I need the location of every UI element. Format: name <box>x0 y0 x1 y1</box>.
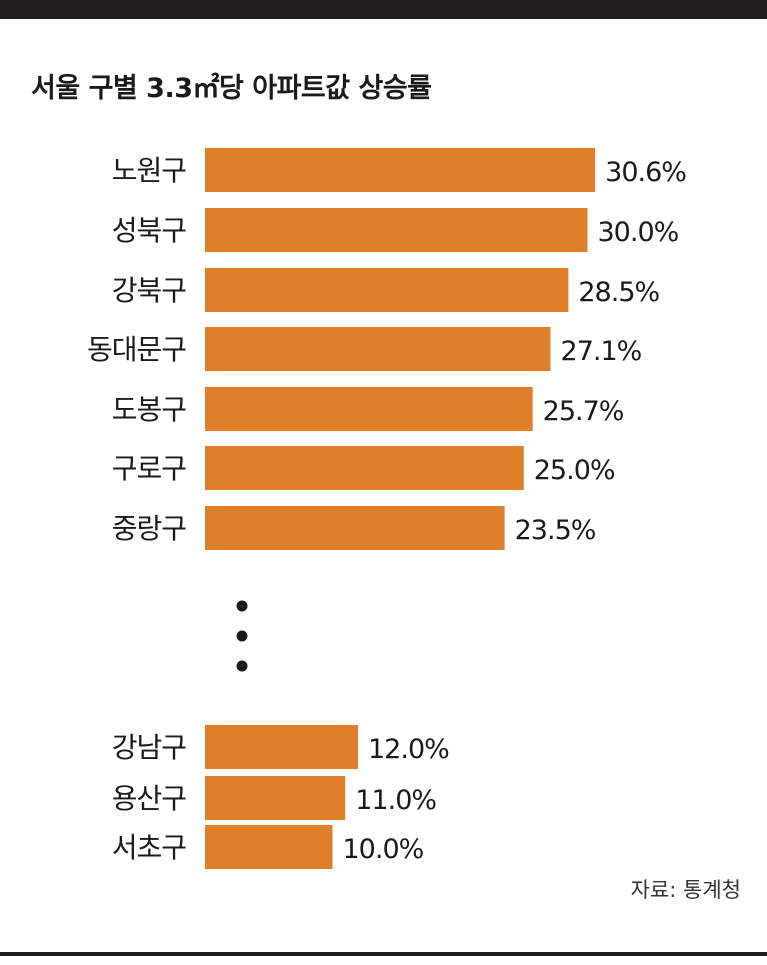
omission-dot <box>236 600 248 612</box>
top-rule <box>0 0 767 19</box>
value-label: 30.0% <box>598 217 679 248</box>
category-label: 동대문구 <box>87 333 186 366</box>
category-label: 서초구 <box>112 831 187 864</box>
bar-도봉구 <box>205 387 533 431</box>
bar-구로구 <box>205 446 524 490</box>
bar-강남구 <box>205 725 358 769</box>
omission-dots: ⋮ <box>236 600 248 672</box>
category-label: 강남구 <box>112 731 187 764</box>
bar-서초구 <box>205 825 333 869</box>
value-label: 28.5% <box>578 277 659 308</box>
chart-title: 서울 구별 3.3㎡당 아파트값 상승률 <box>31 73 432 104</box>
value-label: 12.0% <box>368 734 449 765</box>
value-label: 27.1% <box>561 336 642 367</box>
bottom-rule <box>0 952 767 956</box>
category-label: 도봉구 <box>112 393 187 426</box>
category-label: 노원구 <box>112 154 187 187</box>
bar-성북구 <box>205 208 588 252</box>
value-label: 25.0% <box>534 455 615 486</box>
value-label: 10.0% <box>343 834 424 865</box>
omission-dot <box>236 630 248 642</box>
bar-노원구 <box>205 148 596 192</box>
value-label: 25.7% <box>543 396 624 427</box>
bar-용산구 <box>205 776 346 820</box>
bar-강북구 <box>205 268 569 312</box>
category-label: 성북구 <box>112 214 187 247</box>
bar-동대문구 <box>205 327 551 371</box>
bar-중랑구 <box>205 506 505 550</box>
source-note: 자료: 통계청 <box>630 878 741 902</box>
category-label: 용산구 <box>112 782 187 815</box>
category-label: 중랑구 <box>112 512 187 545</box>
omission-dot <box>236 660 248 672</box>
category-label: 구로구 <box>112 452 187 485</box>
value-label: 11.0% <box>355 785 436 816</box>
value-label: 23.5% <box>515 515 596 546</box>
category-label: 강북구 <box>112 274 187 307</box>
value-label: 30.6% <box>605 157 686 188</box>
